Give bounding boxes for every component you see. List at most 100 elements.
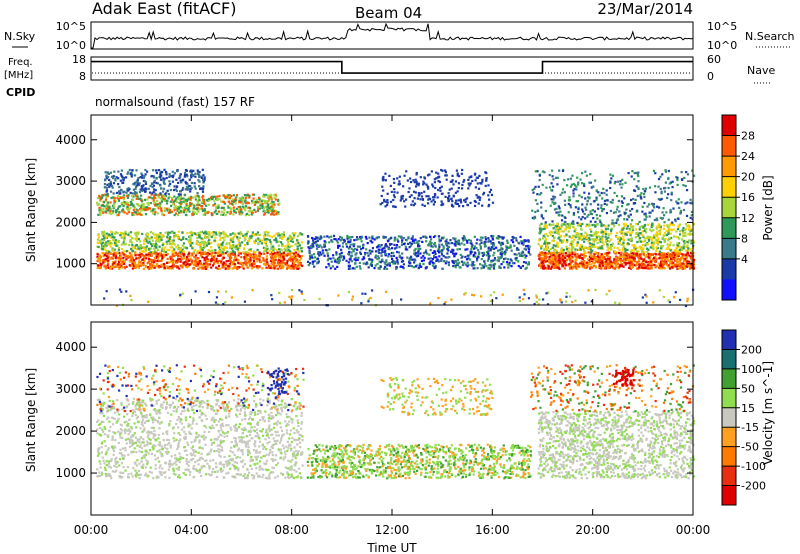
echo-point — [547, 267, 550, 270]
echo-point — [253, 208, 256, 211]
echo-point — [342, 257, 346, 260]
echo-point — [224, 197, 227, 200]
echo-point — [99, 255, 102, 259]
echo-point — [222, 230, 225, 234]
echo-point — [348, 250, 351, 254]
echo-point — [430, 245, 433, 248]
echo-point — [466, 265, 469, 268]
echo-point — [461, 255, 464, 258]
echo-point — [427, 187, 430, 190]
echo-point — [435, 256, 438, 259]
echo-point — [378, 267, 381, 271]
echo-point — [104, 244, 107, 247]
echo-point — [539, 266, 543, 269]
echo-point — [162, 213, 165, 217]
echo-point — [624, 257, 627, 260]
echo-point — [502, 257, 506, 261]
echo-point — [294, 260, 298, 263]
echo-point — [179, 205, 182, 208]
echo-point — [428, 262, 431, 266]
echo-point — [251, 231, 254, 234]
echo-point — [335, 253, 338, 256]
echo-point — [144, 206, 147, 209]
echo-point — [385, 203, 389, 207]
echo-point — [180, 180, 183, 184]
echo-point — [228, 243, 232, 247]
echo-point — [578, 263, 581, 267]
echo-point — [104, 245, 107, 248]
echo-point — [227, 200, 230, 203]
echo-point — [247, 251, 250, 254]
echo-point — [230, 247, 233, 250]
echo-point — [629, 262, 632, 265]
echo-point — [153, 194, 156, 197]
echo-point — [223, 232, 226, 235]
echo-point — [588, 236, 591, 240]
echo-point — [169, 211, 172, 214]
echo-point — [210, 253, 213, 256]
echo-point — [277, 199, 280, 202]
echo-point — [586, 262, 590, 265]
echo-point — [143, 239, 146, 242]
echo-point — [522, 241, 526, 244]
echo-point — [105, 186, 109, 189]
echo-point — [113, 232, 117, 235]
echo-point — [215, 207, 218, 210]
echo-point — [484, 240, 487, 243]
echo-point — [444, 174, 447, 177]
echo-point — [489, 263, 492, 266]
echo-point — [400, 256, 403, 259]
echo-point — [416, 251, 419, 254]
echo-point — [105, 241, 108, 244]
echo-point — [247, 202, 250, 205]
echo-point — [652, 248, 655, 251]
echo-point — [337, 238, 340, 241]
echo-point — [663, 259, 666, 262]
echo-point — [106, 264, 109, 267]
echo-point — [196, 201, 200, 204]
echo-point — [523, 247, 526, 250]
echo-point — [608, 240, 611, 243]
echo-point — [394, 247, 397, 250]
echo-point — [630, 261, 633, 264]
echo-point — [207, 259, 210, 262]
echo-point — [383, 267, 386, 270]
echo-point — [201, 190, 205, 193]
echo-point — [245, 232, 248, 235]
echo-point — [355, 236, 359, 239]
echo-point — [663, 267, 666, 270]
echo-point — [196, 236, 199, 240]
echo-point — [286, 252, 289, 255]
echo-point — [319, 244, 322, 247]
echo-point — [283, 261, 286, 265]
echo-point — [415, 182, 418, 186]
echo-point — [475, 246, 478, 250]
echo-point — [114, 199, 117, 203]
echo-point — [592, 261, 595, 264]
echo-point — [182, 236, 185, 239]
echo-point — [521, 251, 525, 254]
echo-point — [202, 180, 206, 183]
echo-point — [192, 206, 196, 209]
echo-point — [222, 262, 225, 265]
echo-point — [628, 227, 631, 231]
echo-point — [447, 249, 450, 252]
echo-point — [477, 195, 480, 198]
echo-point — [126, 212, 129, 215]
echo-point — [156, 263, 159, 266]
echo-point — [231, 240, 234, 243]
echo-point — [100, 245, 104, 248]
echo-point — [112, 254, 115, 258]
echo-point — [466, 261, 469, 264]
echo-point — [596, 254, 600, 257]
echo-point — [434, 234, 437, 238]
echo-point — [436, 196, 439, 199]
echo-point — [498, 257, 501, 260]
echo-point — [687, 233, 690, 236]
echo-point — [159, 235, 162, 238]
echo-point — [485, 251, 489, 254]
echo-point — [168, 184, 171, 187]
echo-point — [387, 255, 390, 258]
echo-point — [263, 241, 266, 244]
echo-point — [181, 206, 184, 210]
